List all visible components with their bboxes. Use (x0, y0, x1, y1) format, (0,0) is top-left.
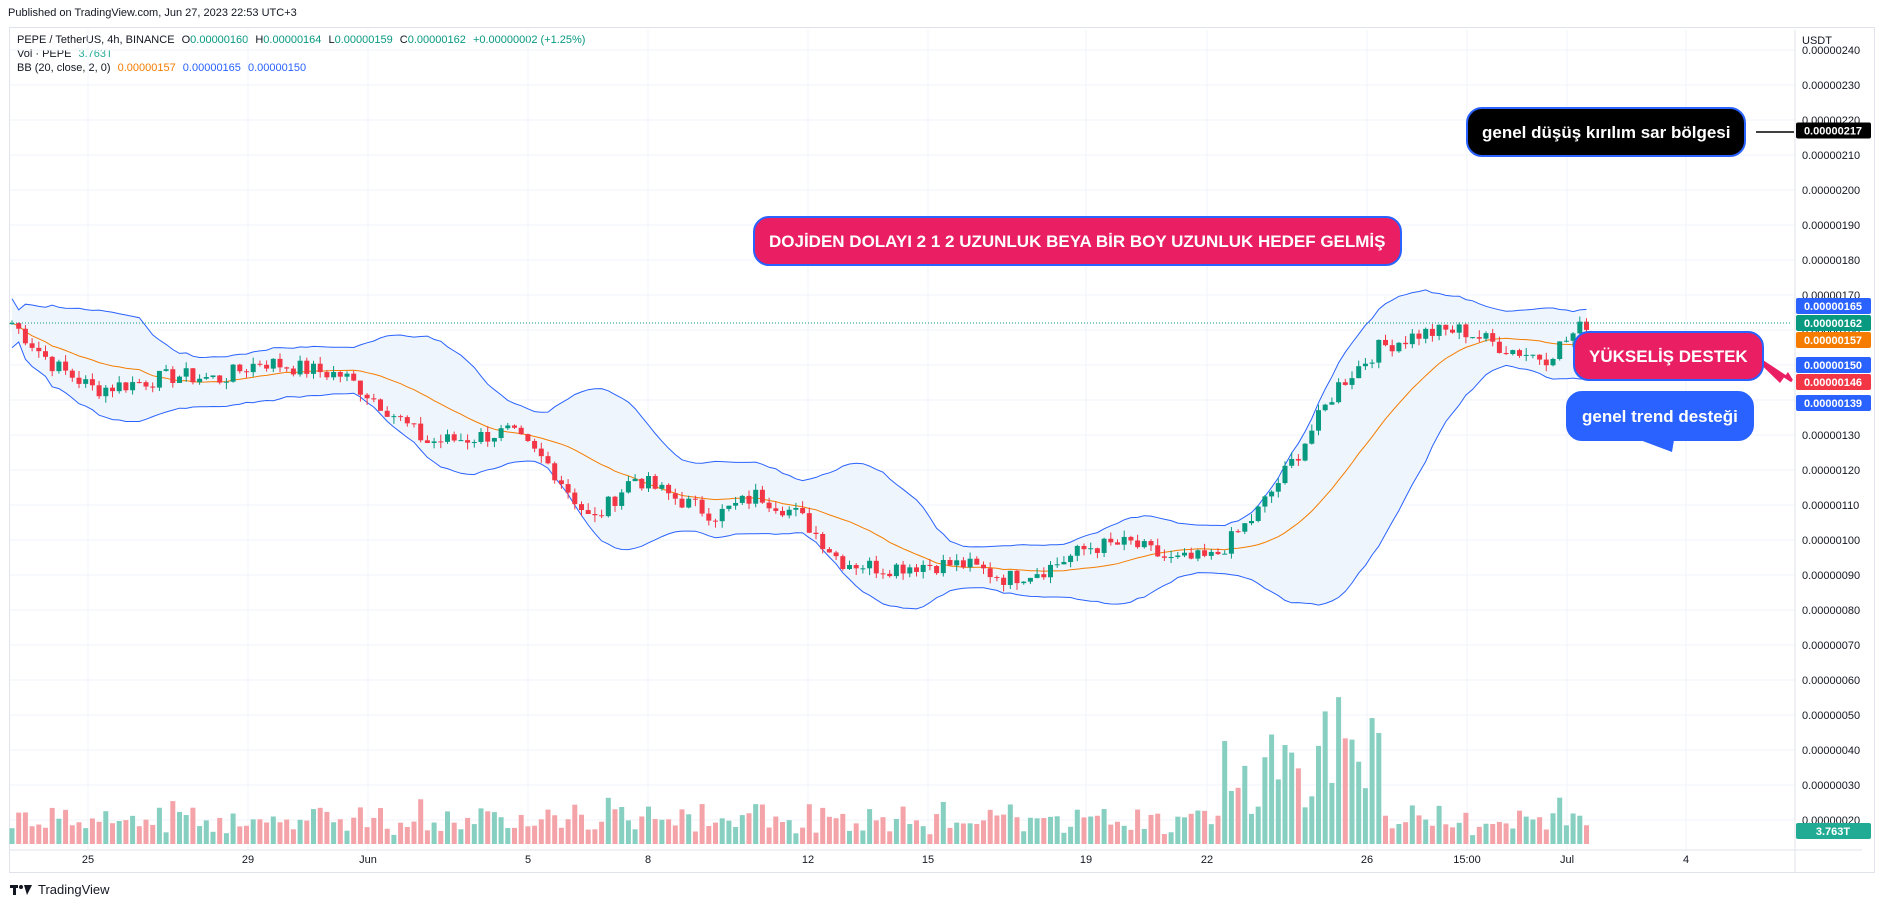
doji-target-note[interactable]: DOJİDEN DOLAYI 2 1 2 UZUNLUK BEYA BİR BO… (753, 216, 1402, 266)
volume-value: 3.763T (78, 48, 113, 60)
rise-support-note[interactable]: YÜKSELİŞ DESTEK (1573, 331, 1764, 381)
volume-legend[interactable]: Vol · PEPE 3.763T (17, 48, 117, 60)
volume-label: Vol · PEPE (17, 48, 72, 60)
open-label: O (181, 34, 191, 46)
tradingview-logo-icon (10, 884, 32, 895)
published-caption: Published on TradingView.com, Jun 27, 20… (8, 7, 297, 19)
close-label: C (399, 34, 408, 46)
bb-upper-value: 0.00000165 (182, 62, 241, 74)
chart-frame (9, 27, 1875, 873)
bb-legend[interactable]: BB (20, close, 2, 0) 0.00000157 0.000001… (17, 62, 310, 74)
high-label: H (255, 34, 264, 46)
low-label: L (328, 34, 335, 46)
low-value: 0.00000159 (334, 34, 393, 46)
bb-label: BB (20, close, 2, 0) (17, 62, 111, 74)
tradingview-logo[interactable]: TradingView (10, 882, 110, 897)
trend-support-note[interactable]: genel trend desteği (1566, 391, 1754, 441)
bb-lower-value: 0.00000150 (247, 62, 307, 74)
open-value: 0.00000160 (190, 34, 249, 46)
breakout-zone-note[interactable]: genel düşüş kırılım sar bölgesi (1466, 107, 1747, 157)
high-value: 0.00000164 (263, 34, 322, 46)
tradingview-brand: TradingView (38, 882, 110, 897)
symbol-name[interactable]: PEPE / TetherUS, 4h, BINANCE (17, 34, 175, 46)
bb-basis-value: 0.00000157 (117, 62, 176, 74)
change-value: +0.00000002 (+1.25%) (472, 34, 586, 46)
symbol-legend: PEPE / TetherUS, 4h, BINANCE O0.00000160… (17, 34, 589, 46)
close-value: 0.00000162 (407, 34, 466, 46)
